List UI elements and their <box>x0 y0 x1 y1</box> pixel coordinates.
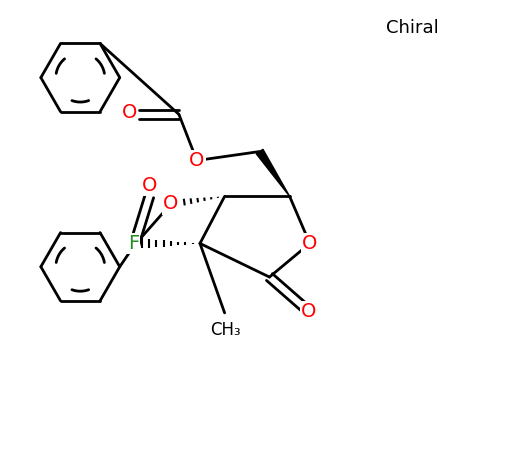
Text: Chiral: Chiral <box>386 19 439 37</box>
Text: O: O <box>122 102 137 122</box>
Polygon shape <box>256 149 290 196</box>
Text: O: O <box>189 151 204 170</box>
Text: F: F <box>128 234 139 253</box>
Text: O: O <box>301 302 316 321</box>
Text: O: O <box>163 194 179 213</box>
Text: O: O <box>302 234 317 253</box>
Text: CH₃: CH₃ <box>210 321 241 339</box>
Text: O: O <box>142 175 157 195</box>
